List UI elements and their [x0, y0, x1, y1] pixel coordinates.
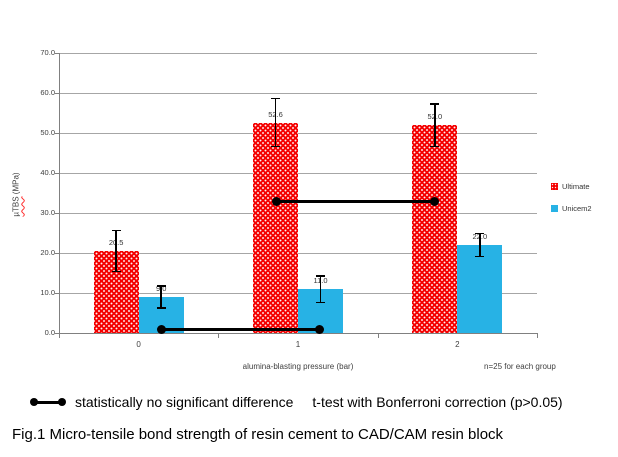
figure-caption: Fig.1 Micro-tensile bond strength of res… [12, 426, 504, 443]
error-bar-stem [434, 103, 436, 147]
y-tick-mark [55, 212, 59, 214]
y-tick-label: 50.0 [40, 128, 55, 137]
legend-swatch-ultimate [551, 182, 558, 190]
y-gridline [59, 132, 537, 134]
y-axis-title: µTBS (MPa) [12, 154, 21, 236]
y-gridline [59, 172, 537, 174]
legend-label: Ultimate [562, 181, 590, 191]
y-tick-label: 30.0 [40, 208, 55, 217]
y-tick-mark [55, 92, 59, 94]
x-tick-mark [537, 333, 538, 338]
error-bar-cap-top [316, 275, 325, 277]
bar-ultimate-2 [412, 125, 458, 333]
significance-line-symbol [30, 398, 66, 406]
error-bar-stem [160, 285, 162, 309]
error-bar-cap-bottom [156, 307, 166, 309]
error-bar-stem [274, 97, 277, 148]
bar-chart: µTBS (MPa) 70.0 60.0 50.0 40.0 30.0 20.0 10.0 0… [12, 48, 592, 371]
y-tick-label: 20.0 [40, 248, 55, 257]
significance-annotation: statistically no significant difference … [30, 394, 563, 410]
legend-item-ultimate: Ultimate [551, 181, 592, 191]
sample-size-note: n=25 for each group [484, 362, 556, 371]
y-tick-mark [55, 292, 59, 294]
significance-line-ultimate [271, 196, 440, 206]
y-axis-line [59, 53, 60, 333]
y-gridline [59, 52, 537, 54]
y-tick-mark [55, 172, 59, 174]
y-tick-label: 70.0 [40, 48, 55, 57]
error-bar-cap-bottom [316, 301, 325, 303]
y-tick-mark [55, 252, 59, 254]
x-tick-mark [218, 333, 220, 338]
y-gridline [59, 92, 537, 94]
error-bar-cap-top [430, 103, 440, 105]
y-tick-label: 0.0 [44, 328, 55, 337]
y-tick-label: 40.0 [40, 168, 55, 177]
error-bar-cap-bottom [111, 270, 121, 273]
error-bar-cap-bottom [430, 145, 440, 147]
legend-swatch-unicem2 [551, 204, 558, 212]
ttest-text: t-test with Bonferroni correction (p>0.0… [312, 394, 563, 410]
y-tick-mark [55, 52, 59, 54]
legend-item-unicem2: Unicem2 [551, 203, 592, 213]
x-category-label: 1 [295, 340, 301, 349]
significance-text: statistically no significant difference [75, 394, 294, 410]
error-bar-cap-bottom [271, 145, 280, 148]
y-tick-mark [55, 132, 59, 134]
error-bar-stem [319, 275, 322, 303]
error-bar-stem [479, 232, 481, 258]
legend-label: Unicem2 [562, 203, 592, 213]
x-axis-title: alumina-blasting pressure (bar) [242, 362, 354, 371]
y-tick-label: 60.0 [40, 88, 55, 97]
y-tick-label: 10.0 [40, 288, 55, 297]
x-tick-mark [377, 333, 379, 338]
x-category-label: 0 [136, 340, 141, 349]
bar-ultimate-1 [253, 122, 298, 333]
error-bar-cap-top [475, 232, 485, 235]
x-tick-mark [59, 333, 60, 338]
error-bar-stem [115, 229, 117, 273]
y-gridline [59, 252, 537, 254]
significance-line-unicem2 [157, 324, 325, 334]
y-tick-mark [55, 332, 59, 334]
bar-unicem2-2 [457, 245, 503, 333]
x-axis-line [59, 333, 537, 334]
error-bar-cap-bottom [475, 255, 485, 258]
x-category-label: 2 [455, 340, 460, 349]
error-bar-cap-top [111, 229, 121, 232]
legend: Ultimate Unicem2 [551, 181, 592, 225]
error-bar-cap-top [156, 285, 166, 287]
y-gridline [59, 212, 537, 214]
error-bar-cap-top [271, 97, 280, 100]
